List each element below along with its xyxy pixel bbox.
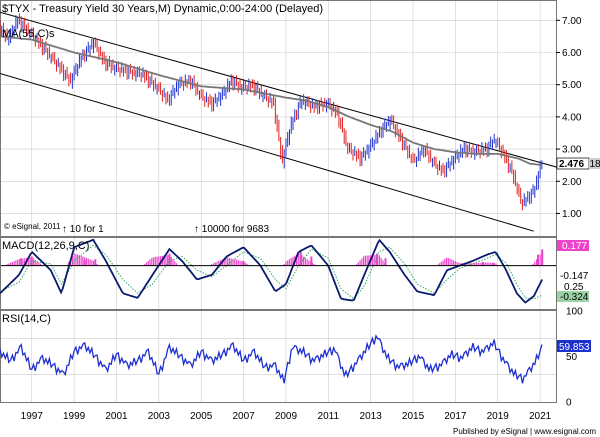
x-tick-2021: 2021 [529,411,552,422]
price-panel-frame [0,0,557,237]
price-last-suffix-tag [589,158,600,169]
x-tick-2003: 2003 [148,411,171,422]
split-annotation-1: ↑ 10 for 1 [62,224,104,235]
x-tick-2001: 2001 [105,411,128,422]
rsi-tick-0: 0 [566,398,572,409]
macd-line-value: -0.147 [560,271,589,282]
ma-legend: MA(55,C)s [2,28,55,40]
lower-channel-line [0,72,534,232]
x-tick-2005: 2005 [190,411,213,422]
x-tick-1999: 1999 [63,411,86,422]
macd-panel-frame [0,237,557,310]
rsi-tick-50: 50 [566,352,578,363]
ma-line [0,35,543,167]
x-tick-2007: 2007 [232,411,255,422]
copyright-note: © eSignal, 2011 [4,222,61,231]
rsi-panel-frame [0,310,557,403]
split-annotation-2: ↑ 10000 for 9683 [194,224,269,235]
macd-hist-value: 0.177 [562,241,587,252]
x-tick-2009: 2009 [275,411,298,422]
macd-signal-value: -0.324 [560,292,589,303]
price-tick-4.00: 4.00 [562,112,582,123]
macd-level-label: 0.25 [564,282,584,293]
rsi-panel [0,334,543,384]
x-tick-2019: 2019 [487,411,510,422]
price-tick-6.00: 6.00 [562,48,582,59]
macd-hist-tag [557,240,589,251]
horizontal-grid [1,20,556,376]
footer-credit: Published by eSignal | www.esignal.com [453,427,596,436]
price-last-suffix: 18 [590,159,600,170]
rsi-title: RSI(14,C) [2,313,51,325]
macd-histogram [4,249,544,266]
chart-title: $TYX - Treasury Yield 30 Years,M) Dynami… [2,3,323,15]
x-tick-2011: 2011 [318,411,340,422]
x-tick-2017: 2017 [444,411,467,422]
price-bars [0,13,543,211]
macd-title: MACD(12,26,9,C) [2,240,89,252]
price-tick-3.00: 3.00 [562,145,582,156]
price-tick-5.00: 5.00 [562,80,582,91]
macd-panel [0,238,544,304]
macd-line [0,238,544,304]
rsi-tick-100: 100 [566,307,583,318]
macd-line-tag [557,270,589,281]
footer-bar [450,426,600,437]
upper-channel-line [0,11,562,169]
price-panel [0,11,562,232]
price-last-value: 2.476 [559,159,584,170]
x-tick-2015: 2015 [402,411,425,422]
macd-signal-line [0,244,543,300]
price-tick-1.00: 1.00 [562,209,582,220]
rsi-line [0,334,543,384]
rsi-last-tag [557,340,591,352]
macd-signal-tag [557,291,589,302]
price-tick-2.00: 2.00 [562,177,582,188]
rsi-last-value: 59.853 [559,342,590,353]
x-tick-2013: 2013 [360,411,383,422]
price-tick-7.00: 7.00 [562,16,582,27]
x-tick-1997: 1997 [21,411,44,422]
axes: 1997 1999 2001 2003 2005 2007 2009 2011 2013 2015… [21,16,583,422]
